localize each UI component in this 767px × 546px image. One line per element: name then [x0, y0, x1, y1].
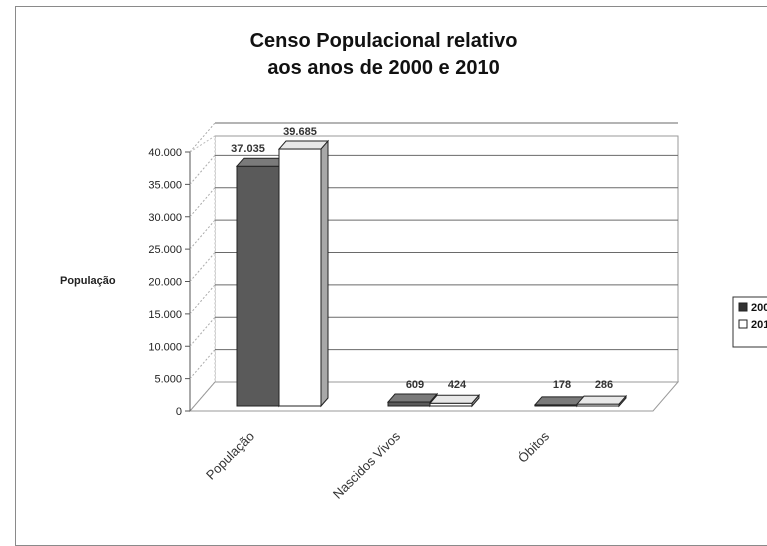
y-tick-label: 35.000 [148, 179, 182, 191]
legend-label: 201 [751, 319, 767, 331]
y-tick-label: 0 [176, 406, 182, 418]
bar-side [471, 393, 480, 408]
data-label: 424 [448, 379, 467, 391]
data-label: 37.035 [231, 143, 265, 155]
y-tick-label: 30.000 [148, 212, 182, 224]
bar-top [575, 395, 628, 405]
bar-2010-2 [575, 394, 628, 408]
chart-title: Censo Populacional relativo aos anos de … [0, 28, 767, 82]
x-tick-label: População [203, 429, 257, 483]
bar-top [533, 396, 586, 406]
legend-swatch [738, 319, 748, 329]
bar-top [386, 393, 439, 403]
y-tick-label: 5.000 [154, 374, 182, 386]
legend-label: 200 [751, 302, 767, 314]
bar-side [618, 394, 627, 408]
data-label: 178 [553, 379, 571, 391]
data-label: 39.685 [283, 126, 317, 138]
chart-side-wall [189, 135, 216, 413]
y-axis-label: População [60, 275, 116, 287]
y-tick-label: 15.000 [148, 309, 182, 321]
x-tick-label: Nascidos Vivos [330, 428, 404, 502]
bar-top [277, 140, 330, 150]
chart-title-line-1: Censo Populacional relativo [249, 30, 518, 52]
bar-side [320, 139, 329, 408]
data-label: 286 [595, 379, 613, 391]
data-label: 609 [406, 379, 424, 391]
y-tick-label: 20.000 [148, 277, 182, 289]
bar-front [278, 148, 322, 407]
bar-chart: 0 5.000 10.000 15.000 20.000 25.000 30.000 35.0… [60, 122, 767, 502]
bar-top [428, 394, 481, 404]
chart-title-line-2: aos anos de 2000 e 2010 [267, 57, 500, 79]
bar-front [236, 165, 280, 407]
bar-2010-0 [277, 139, 330, 408]
bar-2010-1 [428, 393, 481, 408]
y-tick-label: 40.000 [148, 147, 182, 159]
x-tick-label: Óbitos [515, 428, 553, 466]
legend-swatch [738, 302, 748, 312]
y-tick-label: 10.000 [148, 341, 182, 353]
y-tick-label: 25.000 [148, 244, 182, 256]
bar-front [387, 401, 431, 407]
